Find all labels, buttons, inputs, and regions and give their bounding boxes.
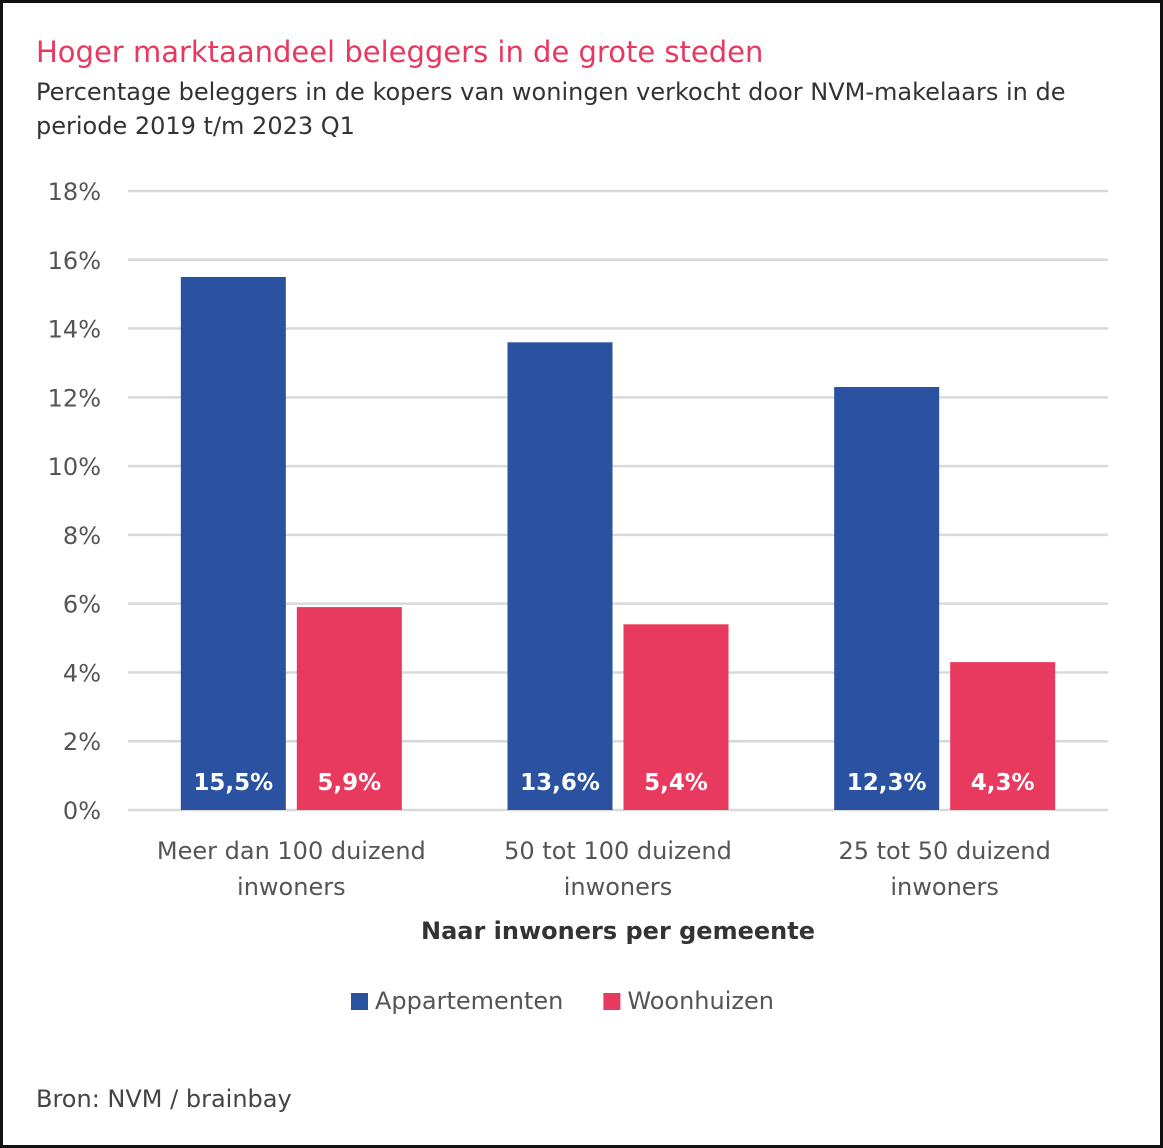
x-category-label: inwoners	[890, 873, 999, 901]
legend-swatch	[603, 993, 621, 1010]
x-category-label: Meer dan 100 duizend	[157, 837, 426, 865]
x-axis-title: Naar inwoners per gemeente	[421, 917, 815, 945]
legend-label: Appartementen	[375, 987, 563, 1015]
y-tick-label: 2%	[63, 728, 101, 756]
bar-appartementen	[180, 276, 286, 810]
bar-woonhuizen	[296, 607, 402, 810]
x-category-label: 25 tot 50 duizend	[838, 837, 1050, 865]
bar-chart: 0% 2% 4% 6% 8% 10% 12% 14% 16% 18% 15,5% 5,9% Meer d…	[48, 178, 1108, 1015]
data-label: 5,4%	[644, 770, 708, 796]
bar-woonhuizen	[950, 662, 1056, 810]
data-label: 5,9%	[317, 770, 381, 796]
x-category-label: inwoners	[237, 873, 346, 901]
legend-label: Woonhuizen	[627, 987, 774, 1015]
y-tick-label: 10%	[48, 453, 101, 481]
data-label: 12,3%	[847, 770, 927, 796]
x-category-label: inwoners	[564, 873, 673, 901]
data-label: 13,6%	[520, 770, 600, 796]
y-tick-label: 14%	[48, 316, 101, 344]
source-note: Bron: NVM / brainbay	[36, 1085, 292, 1113]
y-tick-label: 12%	[48, 384, 101, 412]
legend-swatch	[351, 993, 368, 1010]
y-tick-label: 18%	[48, 178, 101, 206]
data-label: 15,5%	[193, 770, 273, 796]
bar-appartementen	[507, 342, 613, 810]
bar-appartementen	[834, 387, 940, 810]
bar-woonhuizen	[623, 624, 729, 810]
y-tick-label: 0%	[63, 797, 101, 825]
chart-subtitle: Percentage beleggers in de kopers van wo…	[36, 78, 1066, 140]
y-tick-label: 16%	[48, 247, 101, 275]
y-tick-label: 8%	[63, 522, 101, 550]
data-label: 4,3%	[971, 770, 1035, 796]
y-tick-label: 6%	[63, 591, 101, 619]
y-tick-label: 4%	[63, 659, 101, 687]
chart-title: Hoger marktaandeel beleggers in de grote…	[36, 35, 764, 69]
x-category-label: 50 tot 100 duizend	[504, 837, 732, 865]
